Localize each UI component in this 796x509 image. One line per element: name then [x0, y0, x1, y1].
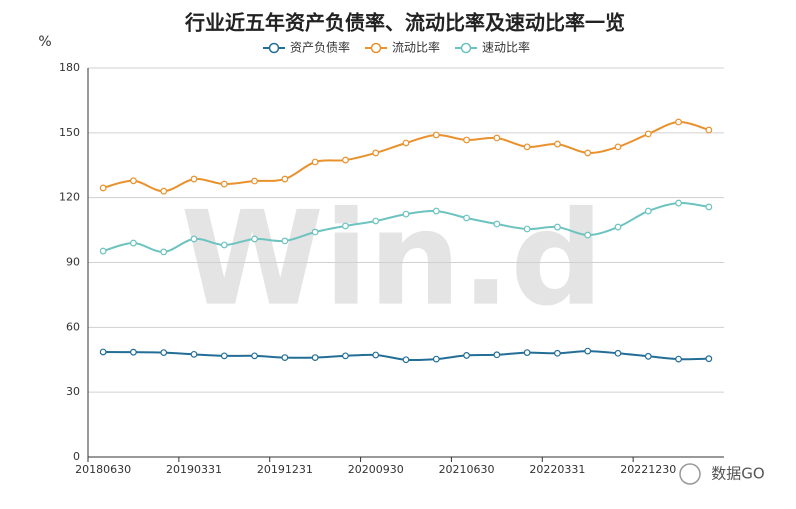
- footer-logo: 数据GO: [679, 463, 765, 485]
- y-tick-label: 30: [66, 385, 80, 398]
- point: [705, 126, 713, 134]
- point: [251, 177, 258, 185]
- point: [584, 231, 592, 239]
- point: [523, 225, 531, 233]
- point: [432, 207, 440, 215]
- point: [554, 349, 561, 357]
- y-tick-label: 150: [59, 126, 80, 139]
- point: [402, 356, 410, 364]
- point: [160, 187, 168, 195]
- x-tick-label: 20190331: [166, 463, 222, 476]
- point: [99, 184, 107, 192]
- point: [402, 139, 410, 147]
- point: [99, 348, 107, 356]
- point: [220, 241, 228, 249]
- point: [554, 140, 561, 148]
- point: [644, 207, 652, 215]
- point: [190, 350, 198, 358]
- watermark: Win.d: [181, 183, 604, 335]
- point: [675, 355, 682, 363]
- point: [402, 210, 410, 218]
- point: [493, 351, 501, 359]
- point: [493, 134, 501, 142]
- point: [251, 235, 258, 243]
- point: [463, 136, 470, 144]
- x-tick-label: 20200930: [348, 463, 404, 476]
- point: [342, 352, 349, 360]
- point: [130, 348, 137, 356]
- x-tick-label: 20210630: [439, 463, 495, 476]
- y-tick-label: 90: [66, 256, 80, 269]
- point: [220, 352, 228, 360]
- logo-icon: [679, 463, 701, 485]
- point: [160, 349, 168, 357]
- point: [463, 352, 470, 359]
- y-tick-label: 0: [73, 450, 80, 463]
- point: [99, 247, 107, 255]
- y-tick-label: 180: [59, 61, 80, 74]
- legend-marker: [268, 42, 280, 54]
- y-axis-label: %: [38, 34, 51, 50]
- point: [614, 143, 622, 151]
- point: [523, 349, 531, 357]
- point: [644, 352, 652, 360]
- point: [644, 130, 652, 138]
- point: [281, 237, 289, 245]
- y-tick-label: 120: [59, 191, 80, 204]
- point: [705, 355, 713, 363]
- point: [584, 149, 592, 157]
- point: [463, 214, 470, 222]
- point: [311, 354, 319, 361]
- point: [160, 248, 168, 256]
- legend-label: 速动比率: [482, 40, 530, 55]
- point: [372, 351, 380, 359]
- point: [130, 239, 137, 247]
- point: [675, 118, 682, 126]
- point: [614, 349, 622, 357]
- legend-marker: [370, 42, 382, 54]
- point: [705, 203, 713, 211]
- point: [220, 180, 228, 188]
- point: [432, 355, 440, 363]
- point: [311, 158, 319, 166]
- point: [554, 223, 561, 231]
- x-tick-label: 20220331: [529, 463, 585, 476]
- footer-text: 数据GO: [711, 465, 764, 483]
- x-tick-label: 20221230: [620, 463, 676, 476]
- point: [281, 175, 289, 183]
- point: [675, 199, 682, 207]
- point: [523, 143, 531, 151]
- point: [584, 347, 592, 355]
- point: [372, 149, 380, 157]
- point: [251, 352, 258, 360]
- point: [342, 222, 349, 230]
- point: [493, 220, 501, 228]
- legend-label: 流动比率: [392, 40, 440, 55]
- legend-marker: [460, 42, 472, 54]
- x-tick-label: 20191231: [257, 463, 313, 476]
- point: [311, 228, 319, 236]
- point: [190, 235, 198, 243]
- x-tick-label: 20180630: [75, 463, 131, 476]
- legend-label: 资产负债率: [290, 40, 350, 55]
- point: [190, 175, 198, 183]
- point: [614, 223, 622, 231]
- point: [342, 156, 349, 164]
- point: [432, 131, 440, 139]
- chart-title: 行业近五年资产负债率、流动比率及速动比率一览: [184, 11, 625, 35]
- point: [372, 217, 380, 225]
- point: [281, 354, 289, 361]
- y-tick-label: 60: [66, 320, 80, 333]
- point: [130, 177, 137, 185]
